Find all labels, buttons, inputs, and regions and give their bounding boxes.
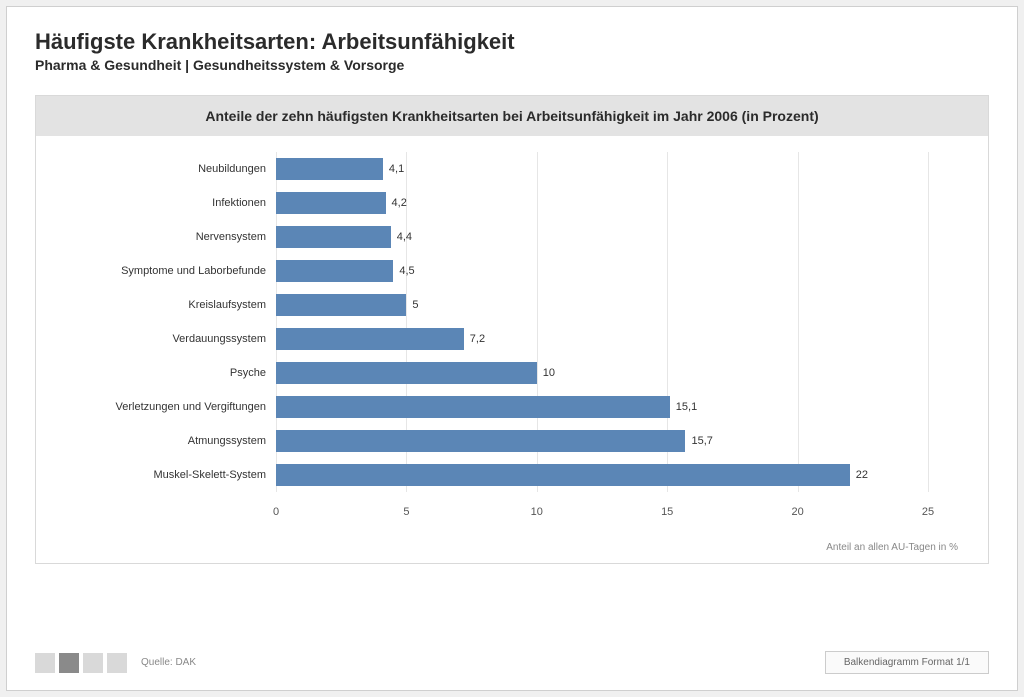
legend-swatch[interactable] (35, 653, 55, 673)
chart-title: Anteile der zehn häufigsten Krankheitsar… (36, 96, 988, 136)
bar-row: 22 (276, 464, 928, 486)
bar-value-label: 7,2 (464, 333, 485, 345)
category-label: Infektionen (66, 197, 266, 209)
legend-swatch[interactable] (83, 653, 103, 673)
category-label: Psyche (66, 367, 266, 379)
category-label: Kreislaufsystem (66, 299, 266, 311)
bar-row: 15,1 (276, 396, 928, 418)
chart-plot-area: 05101520254,14,24,44,557,21015,115,722 (276, 152, 928, 492)
bar: 10 (276, 362, 537, 384)
bar-value-label: 5 (406, 299, 418, 311)
page-subtitle: Pharma & Gesundheit | Gesundheitssystem … (35, 57, 989, 73)
chart-frame: Anteile der zehn häufigsten Krankheitsar… (35, 95, 989, 564)
bar: 15,1 (276, 396, 670, 418)
bar-value-label: 4,4 (391, 231, 412, 243)
gridline (928, 152, 929, 492)
bar-value-label: 4,1 (383, 163, 404, 175)
bar: 4,4 (276, 226, 391, 248)
report-card: Häufigste Krankheitsarten: Arbeitsunfähi… (6, 6, 1018, 691)
page-title: Häufigste Krankheitsarten: Arbeitsunfähi… (35, 29, 989, 55)
bar-row: 10 (276, 362, 928, 384)
chart-format-button[interactable]: Balkendiagramm Format 1/1 (825, 651, 989, 674)
bar: 4,2 (276, 192, 386, 214)
bar-value-label: 15,1 (670, 401, 697, 413)
bar-row: 15,7 (276, 430, 928, 452)
legend-swatch[interactable] (107, 653, 127, 673)
x-tick-label: 10 (531, 506, 543, 518)
bar: 5 (276, 294, 406, 316)
bar-value-label: 10 (537, 367, 555, 379)
category-label: Verletzungen und Vergiftungen (66, 401, 266, 413)
x-tick-label: 20 (791, 506, 803, 518)
x-tick-label: 0 (273, 506, 279, 518)
x-tick-label: 15 (661, 506, 673, 518)
bar: 4,1 (276, 158, 383, 180)
bar-value-label: 15,7 (685, 435, 712, 447)
category-label: Nervensystem (66, 231, 266, 243)
bar-row: 5 (276, 294, 928, 316)
bar-row: 4,2 (276, 192, 928, 214)
category-label: Atmungssystem (66, 435, 266, 447)
category-label: Muskel-Skelett-System (66, 469, 266, 481)
bar-row: 7,2 (276, 328, 928, 350)
chart-plot-wrap: 0 5 10 15 20 25 4,1 4,2 4,4 4,5 5 7,2 10 15,1 15,7 22 N… (36, 136, 988, 538)
bar-value-label: 4,5 (393, 265, 414, 277)
category-label: Verdauungssystem (66, 333, 266, 345)
x-tick-label: 25 (922, 506, 934, 518)
bar-row: 4,5 (276, 260, 928, 282)
bar: 15,7 (276, 430, 685, 452)
bar-row: 4,1 (276, 158, 928, 180)
bar: 7,2 (276, 328, 464, 350)
category-label: Symptome und Laborbefunde (66, 265, 266, 277)
source-label: Quelle: DAK (141, 657, 196, 668)
bar-value-label: 4,2 (386, 197, 407, 209)
footer-left: Quelle: DAK (35, 653, 196, 673)
bar: 4,5 (276, 260, 393, 282)
category-label: Neubildungen (66, 163, 266, 175)
bar-value-label: 22 (850, 469, 868, 481)
bar-row: 4,4 (276, 226, 928, 248)
chart-plot: 0 5 10 15 20 25 4,1 4,2 4,4 4,5 5 7,2 10 15,1 15,7 22 N… (66, 152, 958, 532)
x-tick-label: 5 (403, 506, 409, 518)
legend-swatch[interactable] (59, 653, 79, 673)
bar: 22 (276, 464, 850, 486)
legend-swatches (35, 653, 127, 673)
footer: Quelle: DAK Balkendiagramm Format 1/1 (35, 651, 989, 674)
x-axis-caption: Anteil an allen AU-Tagen in % (36, 538, 988, 563)
